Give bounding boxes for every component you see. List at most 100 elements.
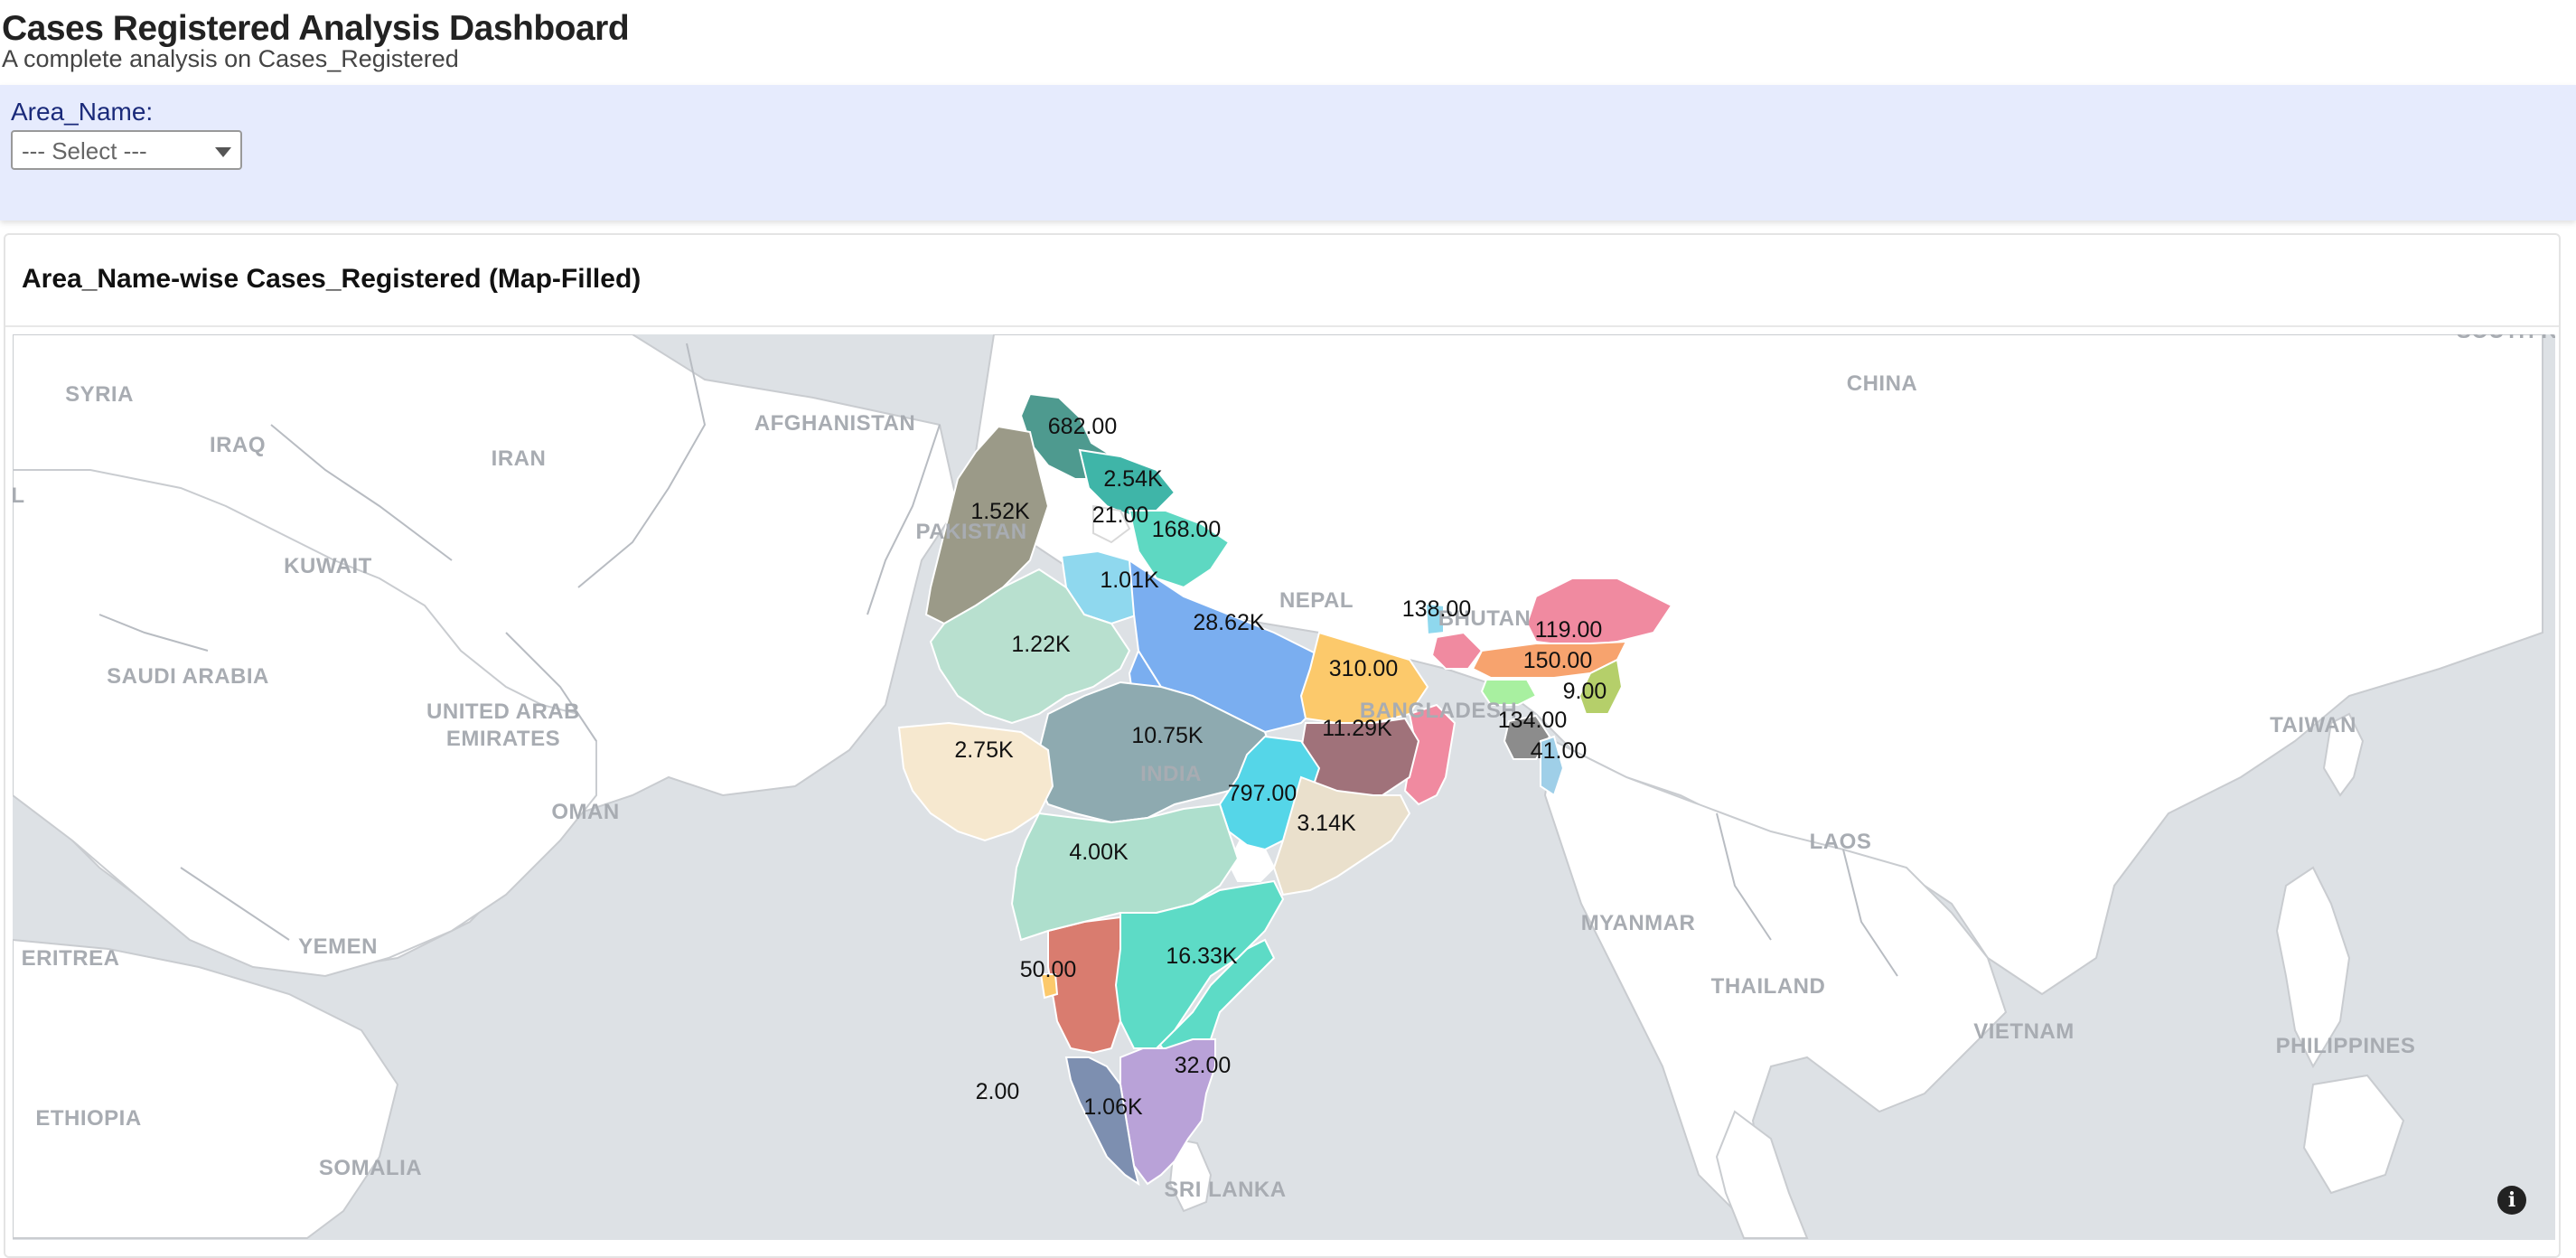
base-map-label: SRI LANKA xyxy=(1164,1178,1286,1202)
panel-divider xyxy=(5,325,2559,327)
region-value-label: 9.00 xyxy=(1563,679,1607,704)
country-border xyxy=(180,867,290,941)
region-meghalaya-strip[interactable] xyxy=(1480,679,1538,706)
region-value-label: 119.00 xyxy=(1535,617,1603,643)
region-value-label: 1.22K xyxy=(1011,632,1071,657)
region-value-label: 797.00 xyxy=(1228,781,1297,806)
base-map-label: OMAN xyxy=(551,800,619,824)
base-map-label: VIETNAM xyxy=(1973,1019,2075,1044)
region-value-label: 1.01K xyxy=(1100,568,1159,593)
land-mass xyxy=(1715,1110,1809,1239)
region-value-label: 1.06K xyxy=(1083,1094,1143,1120)
region-shape[interactable] xyxy=(1503,714,1551,760)
region-shape[interactable] xyxy=(929,568,1131,725)
choropleth-map[interactable]: SYRIA IRAQ IRAN AFGHANISTAN PAKISTAN KUWAIT SA… xyxy=(13,334,2555,1240)
chevron-down-icon[interactable] xyxy=(215,147,231,157)
region-shape[interactable] xyxy=(1128,559,1330,734)
base-map-label: SOUTH KOR xyxy=(2457,334,2555,343)
land-mass xyxy=(13,469,597,978)
region-value-label: 3.14K xyxy=(1297,811,1356,836)
page-subtitle: A complete analysis on Cases_Registered xyxy=(2,45,459,72)
base-map-label: TAIWAN xyxy=(2270,713,2356,737)
area-name-filter-label: Area_Name: xyxy=(11,98,154,126)
base-map-label: L xyxy=(13,483,25,508)
region-shape[interactable] xyxy=(897,721,1054,842)
region-value-label: 10.75K xyxy=(1131,723,1204,748)
region-value-label: 134.00 xyxy=(1498,708,1567,733)
base-map-labels: SYRIA IRAQ IRAN AFGHANISTAN PAKISTAN KUWAIT SA… xyxy=(13,334,2555,1202)
region-shape[interactable] xyxy=(1424,602,1445,636)
country-border xyxy=(505,632,597,742)
base-map-label: EMIRATES xyxy=(446,727,560,751)
region-shape[interactable] xyxy=(1092,504,1131,544)
base-map-label: IRAN xyxy=(492,446,547,471)
page-title: Cases Registered Analysis Dashboard xyxy=(2,9,630,48)
region-value-label: 11.29K xyxy=(1322,716,1392,741)
region-shape[interactable] xyxy=(1272,775,1411,897)
base-map-label: YEMEN xyxy=(298,934,378,959)
area-name-select[interactable]: --- Select --- xyxy=(11,130,242,170)
info-icon[interactable]: i xyxy=(2497,1186,2526,1215)
base-map-label: AFGHANISTAN xyxy=(754,411,915,436)
region-shape[interactable] xyxy=(1128,510,1231,589)
region-shape[interactable] xyxy=(1039,973,1059,1000)
region-value-label: 138.00 xyxy=(1402,596,1471,622)
region-value-label: 2.75K xyxy=(954,737,1014,763)
base-map-label: PHILIPPINES xyxy=(2276,1034,2416,1058)
base-map-label: ERITREA xyxy=(22,946,120,971)
base-map-label: BHUTAN xyxy=(1438,606,1532,631)
base-map-label: UNITED ARAB xyxy=(426,699,580,724)
region-value-label: 21.00 xyxy=(1092,502,1149,528)
region-value-label: 682.00 xyxy=(1048,414,1117,439)
region-value-label: 16.33K xyxy=(1166,944,1238,969)
land-mass xyxy=(13,938,399,1239)
region-shape[interactable] xyxy=(1525,577,1673,648)
region-value-label: 1.52K xyxy=(970,499,1030,524)
land-mass xyxy=(2302,1074,2405,1195)
land-mass xyxy=(2322,712,2365,797)
land-mass xyxy=(1543,739,2008,1213)
country-border xyxy=(866,424,941,615)
region-shape[interactable] xyxy=(1578,658,1624,715)
base-map-label: IRAQ xyxy=(210,433,266,457)
filter-bar: Area_Name: --- Select --- xyxy=(0,85,2576,221)
land-mass xyxy=(2275,866,2351,1069)
region-value-label: 28.62K xyxy=(1193,610,1265,635)
base-map-label: PAKISTAN xyxy=(915,520,1026,544)
base-map-label: LAOS xyxy=(1810,830,1872,854)
country-border xyxy=(270,424,453,561)
region-shape[interactable] xyxy=(1064,1056,1140,1187)
region-value-label: 50.00 xyxy=(1020,957,1077,982)
base-map-label: SAUDI ARABIA xyxy=(107,664,269,689)
country-border xyxy=(98,614,209,652)
base-map-label: SYRIA xyxy=(65,382,134,407)
region-shape[interactable] xyxy=(980,1093,988,1100)
region-north-bengal[interactable] xyxy=(1430,631,1484,670)
base-map-label: SOMALIA xyxy=(319,1156,422,1180)
country-border xyxy=(1842,849,1898,977)
region-value-label: 150.00 xyxy=(1523,648,1592,673)
country-border xyxy=(1716,812,1772,941)
base-map-label: THAILAND xyxy=(1711,974,1826,999)
area-name-select-value: --- Select --- xyxy=(22,137,147,164)
region-value-label: 2.00 xyxy=(976,1079,1020,1104)
land-mass xyxy=(1168,1137,1213,1213)
base-map-label: CHINA xyxy=(1847,371,1918,396)
base-map-label: BANGLADESH xyxy=(1360,699,1517,723)
panel-title: Area_Name-wise Cases_Registered (Map-Fil… xyxy=(22,264,642,294)
region-shape[interactable] xyxy=(1540,735,1565,797)
region-value-label: 4.00K xyxy=(1069,840,1129,865)
map-area[interactable]: SYRIA IRAQ IRAN AFGHANISTAN PAKISTAN KUWAIT SA… xyxy=(13,334,2555,1240)
regions-layer[interactable] xyxy=(897,392,1673,1187)
base-map-label: INDIA xyxy=(1140,762,1202,786)
region-value-label: 2.54K xyxy=(1103,466,1163,492)
map-panel: Area_Name-wise Cases_Registered (Map-Fil… xyxy=(4,233,2561,1258)
region-shape[interactable] xyxy=(1114,879,1285,1049)
dashboard-header: Cases Registered Analysis Dashboard A co… xyxy=(0,0,2576,85)
country-border xyxy=(577,343,707,588)
base-map-label: NEPAL xyxy=(1279,588,1354,613)
base-map-label: MYANMAR xyxy=(1581,911,1696,935)
region-value-label: 41.00 xyxy=(1531,738,1588,764)
region-value-label: 168.00 xyxy=(1152,517,1221,542)
